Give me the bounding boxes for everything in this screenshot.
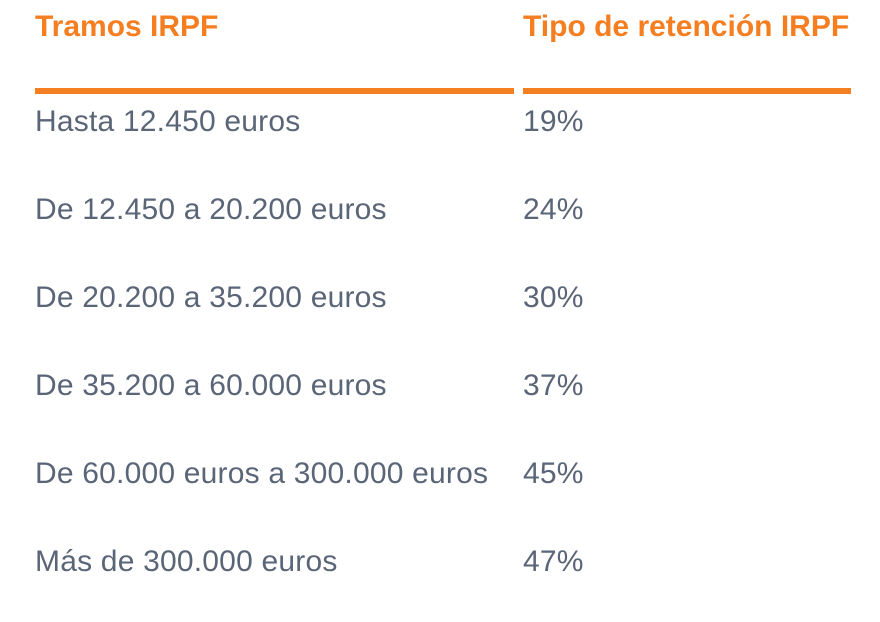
tramo-cell: De 20.200 a 35.200 euros [35, 281, 387, 314]
tramo-cell: Hasta 12.450 euros [35, 105, 301, 138]
column-header-tramos: Tramos IRPF [35, 0, 514, 94]
table-row: Hasta 12.450 euros 19% [35, 94, 851, 182]
tipo-cell: 37% [523, 369, 584, 402]
table-row: De 60.000 euros a 300.000 euros 45% [35, 446, 851, 534]
tipo-cell: 30% [523, 281, 584, 314]
table-row: Más de 300.000 euros 47% [35, 534, 851, 622]
tipo-cell: 19% [523, 105, 584, 138]
irpf-tax-table: Tramos IRPF Tipo de retención IRPF Hasta… [35, 0, 851, 622]
column-header-tipo-retencion: Tipo de retención IRPF [523, 0, 851, 94]
tipo-cell: 45% [523, 457, 584, 490]
tipo-cell: 24% [523, 193, 584, 226]
tramo-cell: Más de 300.000 euros [35, 545, 338, 578]
tramo-cell: De 60.000 euros a 300.000 euros [35, 457, 489, 490]
tramo-cell: De 12.450 a 20.200 euros [35, 193, 387, 226]
tramo-cell: De 35.200 a 60.000 euros [35, 369, 387, 402]
table-row: De 35.200 a 60.000 euros 37% [35, 358, 851, 446]
table-row: De 20.200 a 35.200 euros 30% [35, 270, 851, 358]
tipo-cell: 47% [523, 545, 584, 578]
table-header-row: Tramos IRPF Tipo de retención IRPF [35, 0, 851, 94]
table-row: De 12.450 a 20.200 euros 24% [35, 182, 851, 270]
